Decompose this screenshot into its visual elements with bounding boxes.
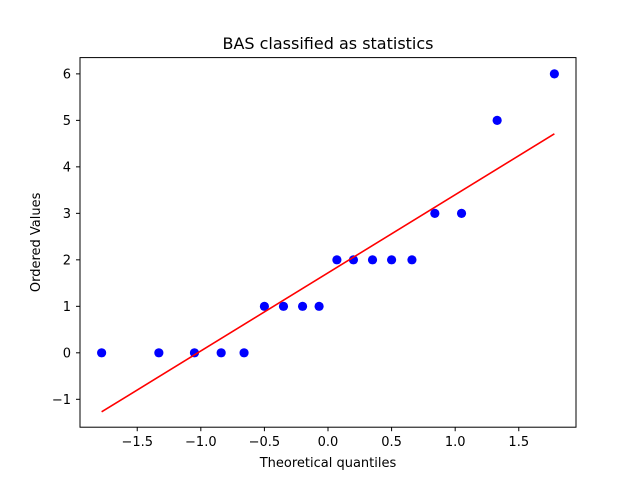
data-point [332,255,342,265]
y-axis: −1 0 1 2 3 4 5 6 [52,67,80,408]
x-tick-label: −0.5 [249,435,281,450]
x-tick-label: 1.5 [508,435,529,450]
x-tick-label: 0.5 [381,435,402,450]
data-point [189,348,200,358]
fit-line [101,133,555,413]
data-point [367,255,378,265]
x-axis-label: Theoretical quantiles [259,456,397,471]
data-point [430,208,440,218]
y-tick-label: 3 [63,207,71,222]
data-point [278,301,289,311]
y-tick-label: 1 [63,300,71,315]
x-axis: −1.5 −1.0 −0.5 0.0 0.5 1.0 1.5 [121,427,529,450]
y-tick-label: −1 [52,393,71,408]
data-point [386,255,397,265]
chart-title: BAS classified as statistics [222,34,433,53]
data-point [154,348,164,358]
x-tick-label: −1.5 [121,435,153,450]
data-point [314,301,324,311]
data-point [97,348,107,358]
data-point [456,208,467,218]
plot-area [97,69,559,413]
data-point [216,348,226,358]
data-point [259,301,270,311]
data-point [549,69,559,79]
data-point [348,255,359,265]
y-tick-label: 0 [63,346,71,361]
y-tick-label: 6 [63,67,71,82]
data-point [297,301,308,311]
y-tick-label: 5 [63,114,71,129]
data-point [492,115,502,125]
data-point [239,348,249,358]
x-tick-label: 1.0 [445,435,466,450]
y-tick-label: 4 [63,160,71,175]
data-point [407,255,417,265]
y-axis-label: Ordered Values [29,192,44,292]
x-tick-label: 0.0 [318,435,339,450]
y-tick-label: 2 [63,253,71,268]
x-tick-label: −1.0 [185,435,217,450]
